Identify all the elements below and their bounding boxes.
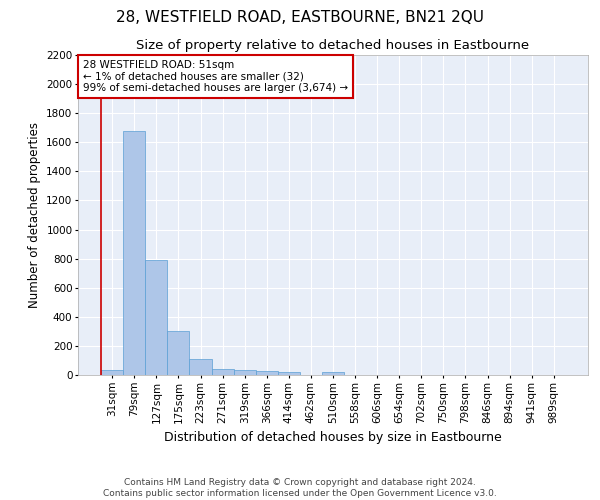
Bar <box>212 368 233 375</box>
Bar <box>256 372 278 375</box>
Bar <box>167 332 190 375</box>
Bar <box>233 370 256 375</box>
Text: 28, WESTFIELD ROAD, EASTBOURNE, BN21 2QU: 28, WESTFIELD ROAD, EASTBOURNE, BN21 2QU <box>116 10 484 25</box>
X-axis label: Distribution of detached houses by size in Eastbourne: Distribution of detached houses by size … <box>164 431 502 444</box>
Text: 28 WESTFIELD ROAD: 51sqm
← 1% of detached houses are smaller (32)
99% of semi-de: 28 WESTFIELD ROAD: 51sqm ← 1% of detache… <box>83 60 348 93</box>
Bar <box>101 370 123 375</box>
Title: Size of property relative to detached houses in Eastbourne: Size of property relative to detached ho… <box>136 40 530 52</box>
Bar <box>322 372 344 375</box>
Bar <box>145 260 167 375</box>
Bar <box>190 358 212 375</box>
Bar <box>123 130 145 375</box>
Y-axis label: Number of detached properties: Number of detached properties <box>28 122 41 308</box>
Text: Contains HM Land Registry data © Crown copyright and database right 2024.
Contai: Contains HM Land Registry data © Crown c… <box>103 478 497 498</box>
Bar <box>278 372 300 375</box>
